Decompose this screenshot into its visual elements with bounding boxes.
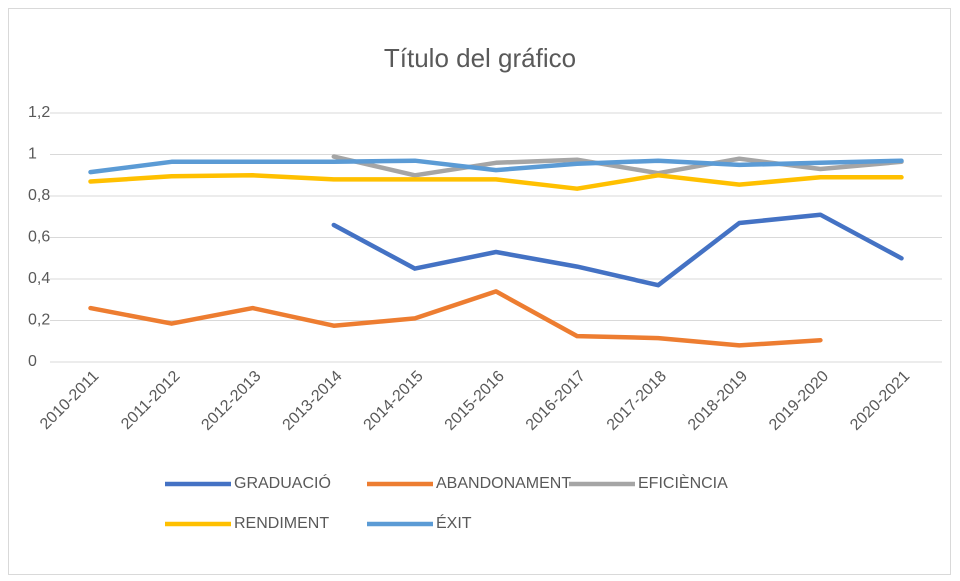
- y-tick-label: 0,8: [28, 187, 50, 204]
- y-tick-label: 1,2: [28, 104, 50, 121]
- series-line: [88, 158, 904, 175]
- series-line: [331, 154, 904, 178]
- y-tick-label: 0: [28, 353, 37, 370]
- y-tick-label: 0,2: [28, 312, 50, 329]
- chart-border: [8, 8, 951, 575]
- y-tick-label: 1: [28, 146, 37, 163]
- legend-label: ABANDONAMENT: [436, 475, 571, 492]
- chart-title: Título del gráfico: [384, 43, 576, 73]
- legend-label: RENDIMENT: [234, 515, 329, 532]
- series-line: [88, 173, 904, 191]
- legend-label: EFICIÈNCIA: [638, 473, 728, 492]
- legend-label: GRADUACIÓ: [234, 473, 331, 492]
- y-tick-label: 0,4: [28, 270, 50, 287]
- legend-label: ÉXIT: [436, 513, 472, 532]
- series-line: [88, 289, 823, 348]
- series-line: [331, 212, 904, 288]
- y-tick-label: 0,6: [28, 229, 50, 246]
